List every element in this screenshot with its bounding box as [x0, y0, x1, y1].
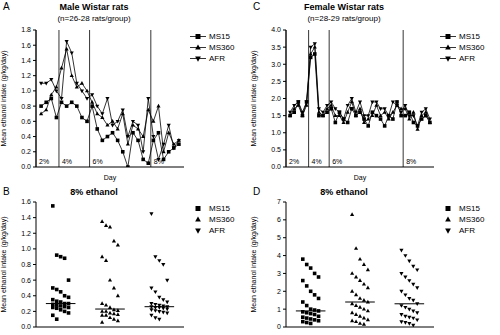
svg-text:3.5: 3.5 — [271, 44, 281, 51]
svg-text:1.0: 1.0 — [271, 129, 281, 136]
svg-text:1.8: 1.8 — [21, 26, 31, 33]
svg-text:Day: Day — [354, 174, 367, 182]
svg-text:3.0: 3.0 — [271, 61, 281, 68]
html-text:MS360: MS360 — [459, 43, 485, 52]
html-text:AFR: AFR — [459, 54, 475, 63]
html-text:A: A — [3, 1, 10, 12]
svg-text:6: 6 — [277, 216, 281, 223]
html-text:MS360: MS360 — [209, 215, 235, 224]
svg-text:2.0: 2.0 — [271, 95, 281, 102]
svg-text:0.4: 0.4 — [21, 133, 31, 140]
html-text:AFR: AFR — [459, 226, 475, 235]
svg-text:2: 2 — [277, 288, 281, 295]
svg-text:4.0: 4.0 — [271, 26, 281, 33]
html-text:MS15: MS15 — [459, 32, 480, 41]
svg-text:2%: 2% — [289, 158, 299, 165]
svg-text:7: 7 — [277, 198, 281, 205]
svg-text:1.4: 1.4 — [21, 57, 31, 64]
svg-text:8%: 8% — [406, 158, 416, 165]
svg-text:0.6: 0.6 — [21, 118, 31, 125]
svg-text:0.4: 0.4 — [21, 292, 31, 299]
html-text:MS360: MS360 — [459, 215, 485, 224]
svg-text:3: 3 — [277, 270, 281, 277]
svg-text:Mean ethanol intake (g/kg/day): Mean ethanol intake (g/kg/day) — [8, 216, 9, 312]
svg-text:0.8: 0.8 — [21, 261, 31, 268]
html-text:D: D — [253, 186, 261, 197]
svg-text:0.8: 0.8 — [21, 103, 31, 110]
svg-text:1.6: 1.6 — [21, 42, 31, 49]
svg-text:0.6: 0.6 — [21, 277, 31, 284]
svg-text:0: 0 — [277, 323, 281, 330]
svg-text:0.2: 0.2 — [21, 148, 31, 155]
svg-text:2%: 2% — [39, 158, 49, 165]
html-text:B: B — [3, 186, 10, 197]
svg-text:1.0: 1.0 — [21, 245, 31, 252]
svg-text:6%: 6% — [332, 158, 342, 165]
html-text:8% ethanol: 8% ethanol — [70, 187, 118, 197]
svg-text:0.0: 0.0 — [271, 163, 281, 170]
html-text:Male Wistar rats: Male Wistar rats — [59, 2, 129, 12]
svg-text:1.2: 1.2 — [21, 72, 31, 79]
svg-text:5: 5 — [277, 234, 281, 241]
html-text:AFR: AFR — [209, 54, 225, 63]
svg-text:6%: 6% — [93, 158, 103, 165]
html-text:Female Wistar rats: Female Wistar rats — [304, 2, 384, 12]
svg-text:0.5: 0.5 — [271, 146, 281, 153]
svg-text:1: 1 — [277, 306, 281, 313]
html-text:(n=26-28 rats/group): (n=26-28 rats/group) — [57, 14, 131, 23]
svg-text:1.0: 1.0 — [21, 87, 31, 94]
svg-text:8%: 8% — [154, 158, 164, 165]
svg-text:Day: Day — [104, 174, 117, 182]
svg-text:1.2: 1.2 — [21, 230, 31, 237]
svg-text:4: 4 — [277, 252, 281, 259]
svg-text:Mean ethanol intake (g/kg/day): Mean ethanol intake (g/kg/day) — [250, 216, 258, 312]
svg-text:4%: 4% — [62, 158, 72, 165]
svg-text:2.5: 2.5 — [271, 78, 281, 85]
svg-text:4%: 4% — [312, 158, 322, 165]
html-text:AFR: AFR — [209, 226, 225, 235]
svg-text:1.6: 1.6 — [21, 198, 31, 205]
html-text:C: C — [253, 1, 261, 12]
svg-text:0.2: 0.2 — [21, 308, 31, 315]
html-text:MS15: MS15 — [459, 204, 480, 213]
svg-text:0.0: 0.0 — [21, 163, 31, 170]
html-text:MS360: MS360 — [209, 43, 235, 52]
svg-text:1.5: 1.5 — [271, 112, 281, 119]
html-text:(n=28-29 rats/group): (n=28-29 rats/group) — [307, 14, 381, 23]
svg-text:Mean ethanol intake (g/kg/day): Mean ethanol intake (g/kg/day) — [250, 50, 258, 146]
svg-text:0.0: 0.0 — [21, 323, 31, 330]
html-text:8% ethanol: 8% ethanol — [320, 187, 368, 197]
svg-text:1.4: 1.4 — [21, 214, 31, 221]
svg-text:Mean ethanol intake (g/kg/day): Mean ethanol intake (g/kg/day) — [8, 50, 9, 146]
html-text:MS15: MS15 — [209, 32, 230, 41]
html-text:MS15: MS15 — [209, 204, 230, 213]
